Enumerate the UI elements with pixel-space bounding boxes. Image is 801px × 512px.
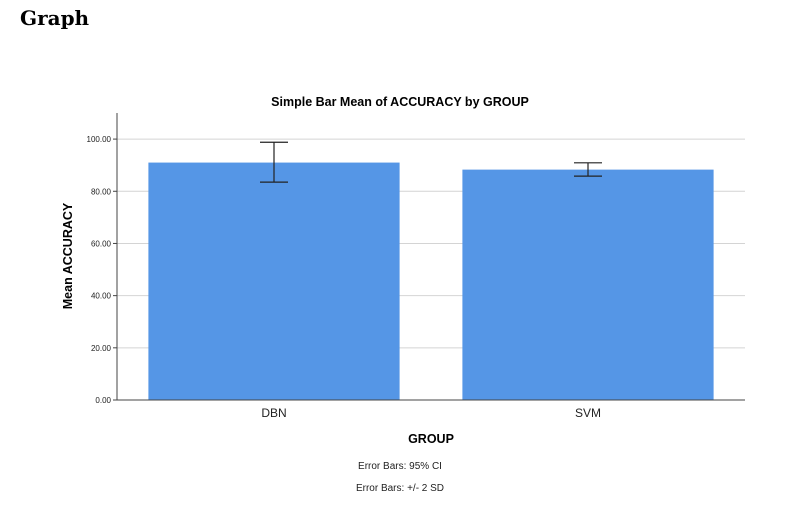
x-tick-label: SVM [575,406,601,420]
y-tick-label: 40.00 [91,292,112,301]
y-tick-label: 100.00 [87,135,112,144]
y-tick-labels: 0.00 20.00 40.00 60.00 80.00 100.00 [87,135,112,405]
error-bars [260,141,602,183]
x-tick-label: DBN [261,406,286,420]
y-tick-label: 80.00 [91,187,112,196]
bar-svm [462,169,714,400]
footnote-ci: Error Bars: 95% CI [358,461,442,472]
bar-dbn [148,162,400,400]
footnote-sd: Error Bars: +/- 2 SD [356,483,444,494]
x-axis-label: GROUP [408,432,454,446]
y-tick-label: 60.00 [91,239,112,248]
y-tick-label: 0.00 [95,396,111,405]
bars [148,162,714,400]
y-tick-label: 20.00 [91,344,112,353]
y-axis-label: Mean ACCURACY [61,202,75,309]
axes [116,113,745,401]
page-heading: Graph [20,6,90,30]
chart-title: Simple Bar Mean of ACCURACY by GROUP [271,95,529,109]
x-tick-labels: DBN SVM [261,406,601,420]
